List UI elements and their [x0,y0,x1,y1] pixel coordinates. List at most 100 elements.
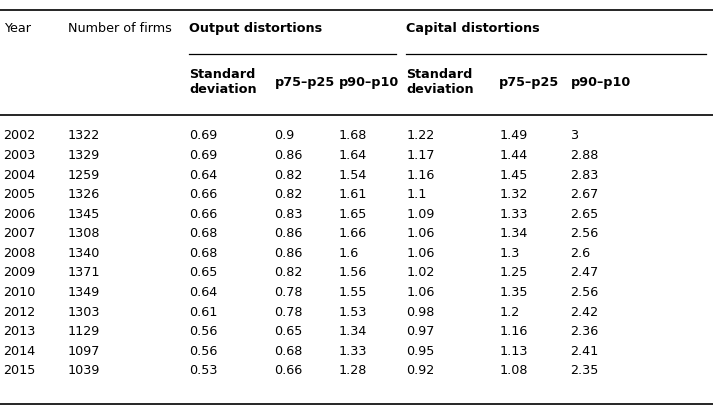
Text: 0.9: 0.9 [275,129,294,143]
Text: 1.66: 1.66 [339,227,367,240]
Text: 1.16: 1.16 [406,169,435,182]
Text: 1.32: 1.32 [499,188,528,201]
Text: 2.67: 2.67 [570,188,599,201]
Text: 2.56: 2.56 [570,227,599,240]
Text: 0.68: 0.68 [189,247,217,260]
Text: 0.86: 0.86 [275,227,303,240]
Text: 0.65: 0.65 [275,325,303,338]
Text: 0.61: 0.61 [189,306,217,318]
Text: 1329: 1329 [68,149,100,162]
Text: Capital distortions: Capital distortions [406,22,540,35]
Text: 0.98: 0.98 [406,306,435,318]
Text: 2003: 2003 [4,149,36,162]
Text: 1.53: 1.53 [339,306,367,318]
Text: 1.68: 1.68 [339,129,367,143]
Text: 1.22: 1.22 [406,129,435,143]
Text: 1039: 1039 [68,364,100,377]
Text: 0.53: 0.53 [189,364,217,377]
Text: Standard
deviation: Standard deviation [406,68,474,96]
Text: 0.83: 0.83 [275,208,303,221]
Text: 0.64: 0.64 [189,169,217,182]
Text: Number of firms: Number of firms [68,22,172,35]
Text: 1.2: 1.2 [499,306,519,318]
Text: 0.95: 0.95 [406,345,435,358]
Text: 2014: 2014 [4,345,36,358]
Text: p75–p25: p75–p25 [499,76,560,89]
Text: 0.82: 0.82 [275,267,303,279]
Text: 2015: 2015 [4,364,36,377]
Text: 2.35: 2.35 [570,364,599,377]
Text: 1.06: 1.06 [406,286,435,299]
Text: 1.54: 1.54 [339,169,367,182]
Text: 0.82: 0.82 [275,188,303,201]
Text: 1.1: 1.1 [406,188,427,201]
Text: 1129: 1129 [68,325,100,338]
Text: 1.45: 1.45 [499,169,528,182]
Text: 1322: 1322 [68,129,100,143]
Text: 1.16: 1.16 [499,325,528,338]
Text: Year: Year [4,22,31,35]
Text: 1.09: 1.09 [406,208,435,221]
Text: 0.66: 0.66 [189,208,217,221]
Text: 2009: 2009 [4,267,36,279]
Text: 1.25: 1.25 [499,267,528,279]
Text: 1.34: 1.34 [499,227,528,240]
Text: 1.35: 1.35 [499,286,528,299]
Text: 1.55: 1.55 [339,286,367,299]
Text: 1259: 1259 [68,169,100,182]
Text: 1.06: 1.06 [406,227,435,240]
Text: 1.3: 1.3 [499,247,520,260]
Text: 1.33: 1.33 [339,345,367,358]
Text: 2.6: 2.6 [570,247,590,260]
Text: 1371: 1371 [68,267,101,279]
Text: 0.78: 0.78 [275,306,303,318]
Text: Standard
deviation: Standard deviation [189,68,257,96]
Text: 0.92: 0.92 [406,364,435,377]
Text: 1.08: 1.08 [499,364,528,377]
Text: 2002: 2002 [4,129,36,143]
Text: 1.61: 1.61 [339,188,367,201]
Text: 2.47: 2.47 [570,267,599,279]
Text: 2.65: 2.65 [570,208,599,221]
Text: Output distortions: Output distortions [189,22,322,35]
Text: 2.42: 2.42 [570,306,598,318]
Text: 2010: 2010 [4,286,36,299]
Text: 1326: 1326 [68,188,100,201]
Text: 0.69: 0.69 [189,149,217,162]
Text: 0.65: 0.65 [189,267,217,279]
Text: 2008: 2008 [4,247,36,260]
Text: 0.69: 0.69 [189,129,217,143]
Text: 0.97: 0.97 [406,325,435,338]
Text: 1.6: 1.6 [339,247,359,260]
Text: 1.65: 1.65 [339,208,367,221]
Text: 0.68: 0.68 [189,227,217,240]
Text: 1.02: 1.02 [406,267,435,279]
Text: 1.17: 1.17 [406,149,435,162]
Text: 1.28: 1.28 [339,364,367,377]
Text: 0.78: 0.78 [275,286,303,299]
Text: 0.68: 0.68 [275,345,303,358]
Text: 1.34: 1.34 [339,325,367,338]
Text: 0.86: 0.86 [275,247,303,260]
Text: 2012: 2012 [4,306,36,318]
Text: 2.88: 2.88 [570,149,599,162]
Text: 0.64: 0.64 [189,286,217,299]
Text: p90–p10: p90–p10 [570,76,631,89]
Text: 1.49: 1.49 [499,129,528,143]
Text: 1349: 1349 [68,286,100,299]
Text: 0.82: 0.82 [275,169,303,182]
Text: 1.64: 1.64 [339,149,367,162]
Text: 2005: 2005 [4,188,36,201]
Text: 1.13: 1.13 [499,345,528,358]
Text: p90–p10: p90–p10 [339,76,399,89]
Text: 2006: 2006 [4,208,36,221]
Text: 0.56: 0.56 [189,345,217,358]
Text: 2013: 2013 [4,325,36,338]
Text: 1308: 1308 [68,227,101,240]
Text: p75–p25: p75–p25 [275,76,335,89]
Text: 1.33: 1.33 [499,208,528,221]
Text: 1.06: 1.06 [406,247,435,260]
Text: 2007: 2007 [4,227,36,240]
Text: 1345: 1345 [68,208,100,221]
Text: 1340: 1340 [68,247,100,260]
